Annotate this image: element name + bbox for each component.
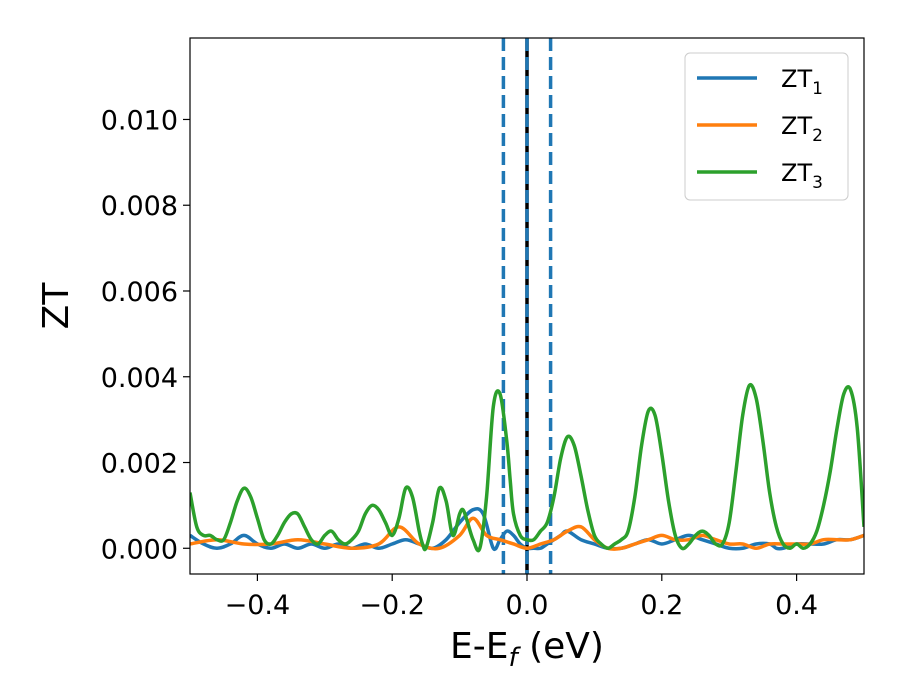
x-tick-label: 0.4	[775, 590, 818, 621]
y-axis: 0.000 0.002 0.004 0.006 0.008 0.010	[101, 105, 190, 565]
y-tick-label: 0.002	[101, 449, 178, 480]
legend-label-sub: 3	[812, 173, 823, 193]
y-axis-label: ZT	[36, 282, 77, 330]
x-tick-label: −0.4	[225, 590, 291, 621]
series-line-zt2	[190, 516, 864, 551]
reference-lines	[501, 38, 553, 574]
x-tick-label: 0.2	[640, 590, 683, 621]
x-axis-label-main: E-E	[450, 626, 508, 667]
series-lines	[190, 382, 864, 553]
legend-label-zt3: ZT3	[781, 159, 823, 193]
legend-box	[684, 52, 849, 201]
legend-label-zt1: ZT1	[781, 65, 823, 99]
x-axis-label: E-Ef (eV)	[450, 626, 604, 673]
legend-label-main: ZT	[781, 112, 812, 140]
x-tick-label: −0.2	[359, 590, 425, 621]
y-tick-label: 0.010	[101, 105, 178, 136]
y-tick-label: 0.008	[101, 191, 178, 222]
series-line-zt3	[190, 382, 864, 553]
legend-label-sub: 1	[812, 79, 823, 99]
legend-label-sub: 2	[812, 126, 823, 146]
legend-label-main: ZT	[781, 65, 812, 93]
legend-label-main: ZT	[781, 159, 812, 187]
x-tick-label: 0.0	[506, 590, 549, 621]
x-axis-label-unit: (eV)	[518, 626, 604, 667]
y-tick-label: 0.006	[101, 277, 178, 308]
legend-label-zt2: ZT2	[781, 112, 823, 146]
y-tick-label: 0.000	[101, 534, 178, 565]
y-tick-label: 0.004	[101, 363, 178, 394]
x-axis: −0.4 −0.2 0.0 0.2 0.4	[225, 574, 818, 621]
